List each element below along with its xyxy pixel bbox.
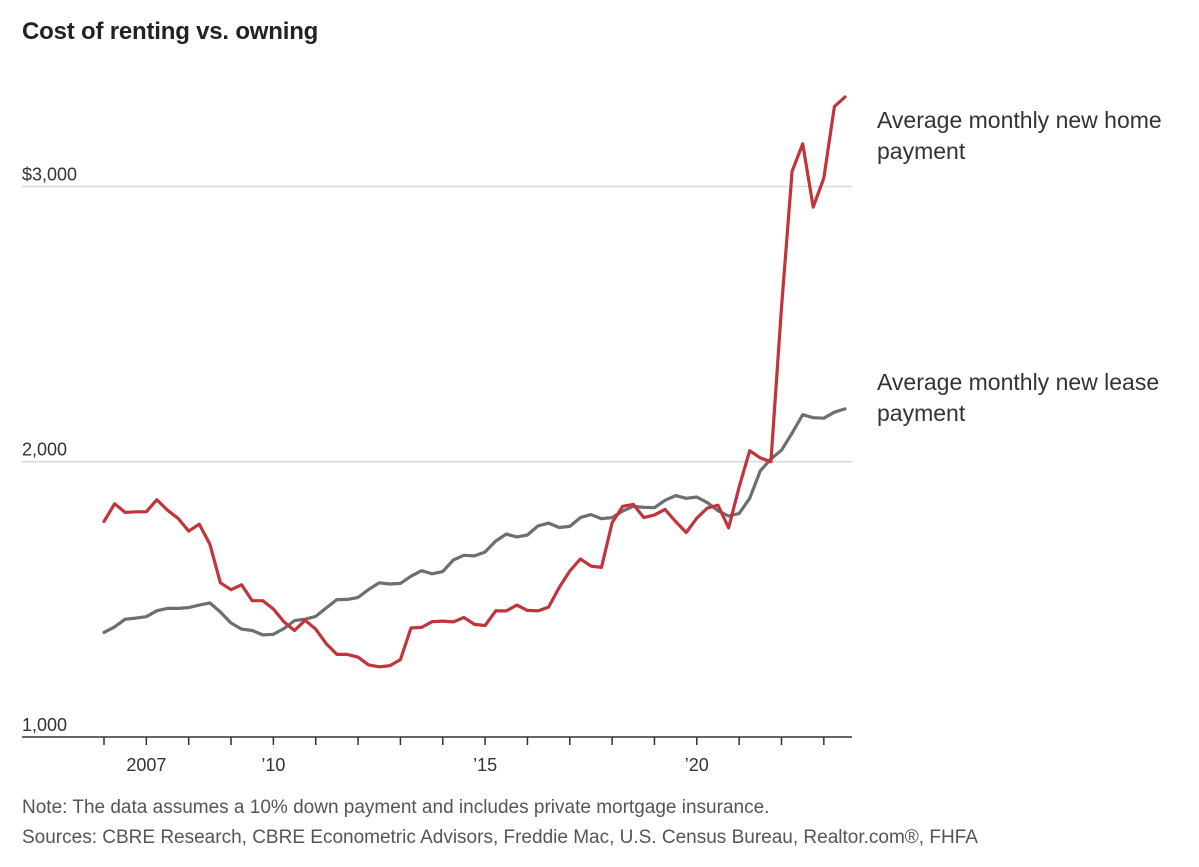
- x-tick-label-2015: ’15: [473, 755, 497, 775]
- y-axis-labels: 1,000 2,000 $3,000: [22, 164, 77, 735]
- lease-payment-label-line-1: Average monthly new lease: [877, 369, 1160, 395]
- lease-payment-line: [102, 407, 847, 637]
- home-payment-line: [102, 95, 847, 669]
- home-payment-label-line-2: payment: [877, 138, 966, 164]
- x-tick-label-2020: ’20: [685, 755, 709, 775]
- x-tick-label-2007: 2007: [126, 755, 166, 775]
- lease-payment-label-line-2: payment: [877, 400, 966, 426]
- series-lines: [102, 95, 847, 669]
- chart-note: Note: The data assumes a 10% down paymen…: [22, 797, 770, 818]
- home-payment-series-label: Average monthly new home payment: [877, 105, 1197, 167]
- x-axis: 2007 ’10 ’15 ’20: [22, 736, 852, 775]
- y-tick-label-3000: $3,000: [22, 164, 77, 184]
- lease-payment-series-label: Average monthly new lease payment: [877, 367, 1197, 429]
- chart-title: Cost of renting vs. owning: [22, 18, 319, 45]
- y-tick-label-1000: 1,000: [22, 715, 67, 735]
- home-payment-label-line-1: Average monthly new home: [877, 107, 1162, 133]
- y-tick-label-2000: 2,000: [22, 440, 67, 460]
- x-tick-label-2010: ’10: [261, 755, 285, 775]
- gridlines: [22, 185, 852, 463]
- chart-sources: Sources: CBRE Research, CBRE Econometric…: [22, 827, 978, 848]
